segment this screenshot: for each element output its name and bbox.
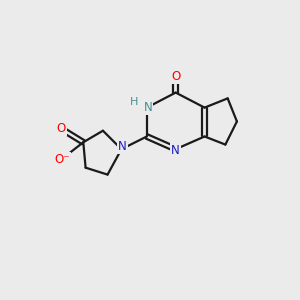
Text: H: H [130,97,138,107]
Text: N: N [144,101,152,114]
Text: O: O [57,122,66,135]
Text: O⁻: O⁻ [54,153,70,166]
Text: N: N [171,144,180,157]
Text: N: N [118,140,127,153]
Text: O: O [171,70,180,83]
